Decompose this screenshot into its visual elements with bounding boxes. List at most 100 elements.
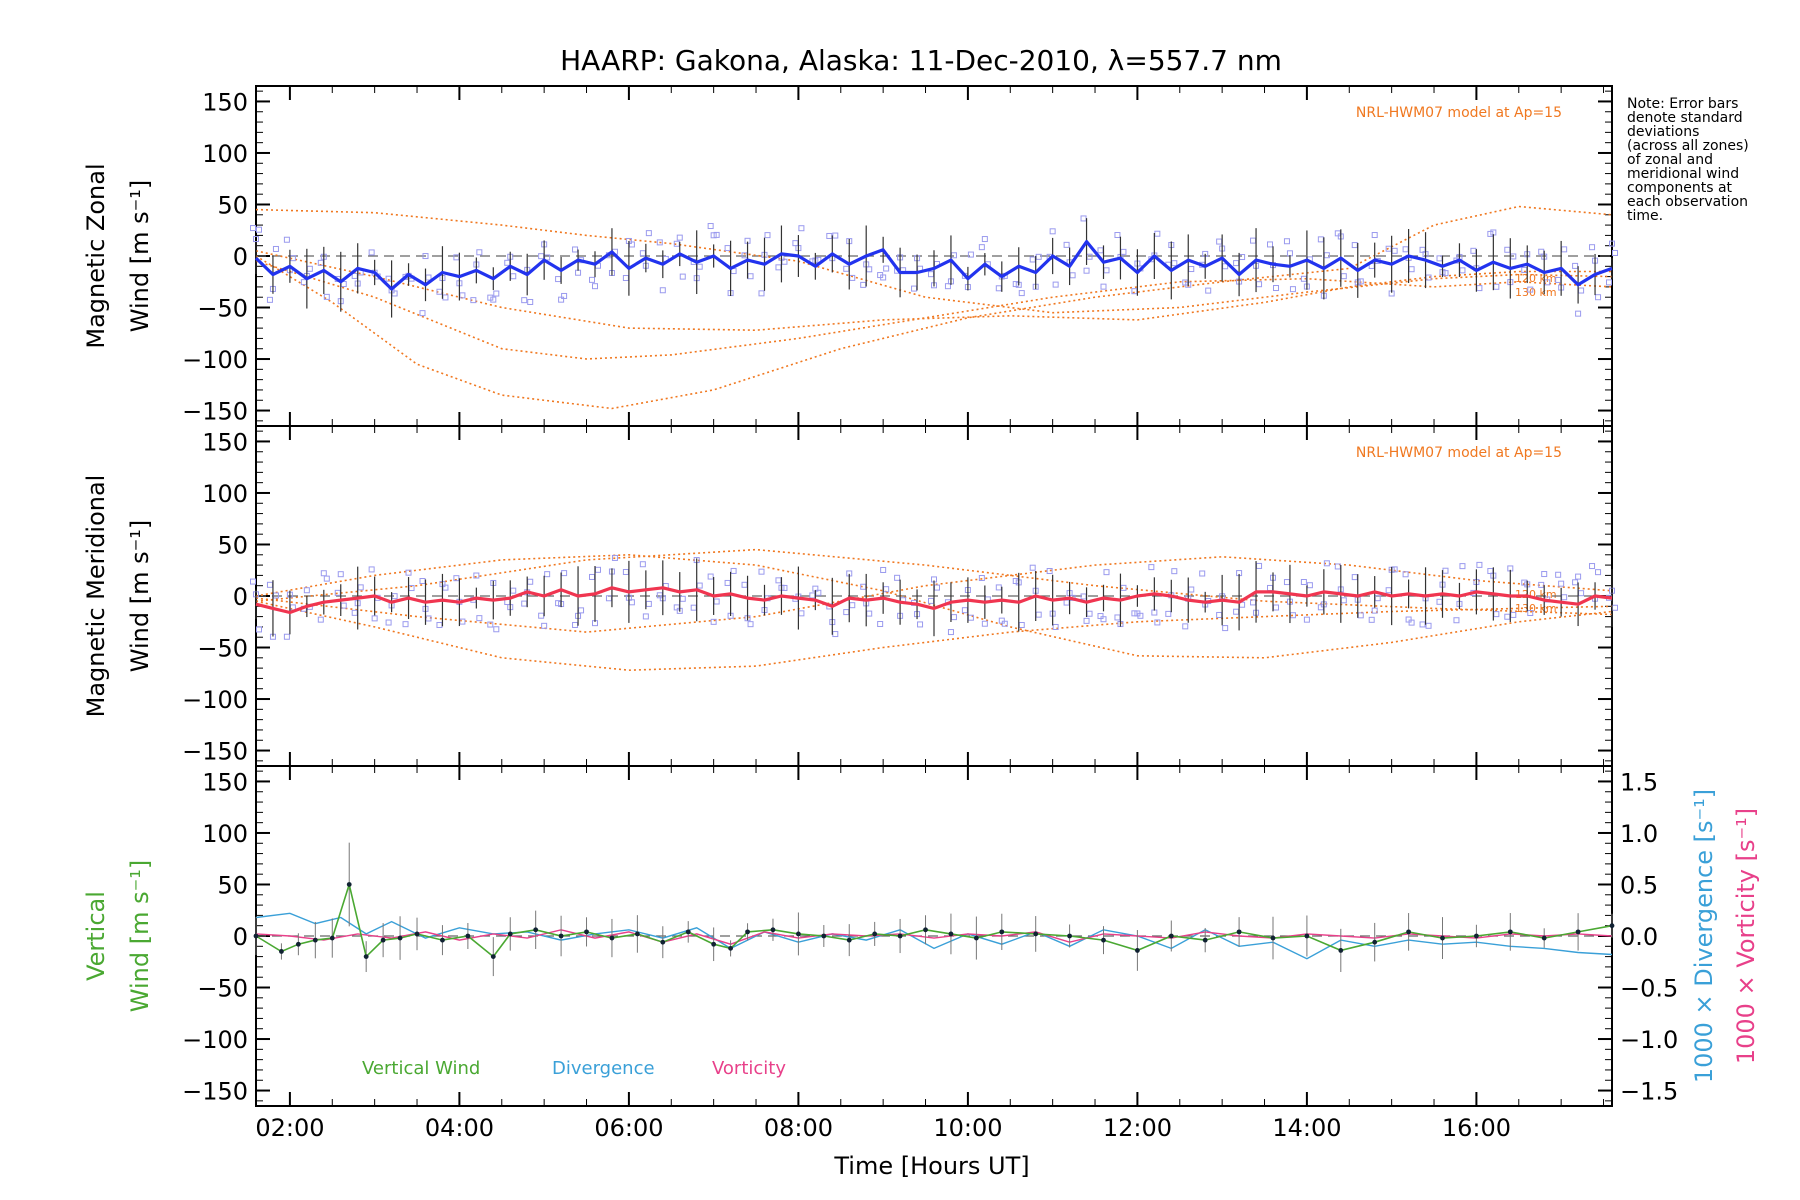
zone-marker [978, 575, 985, 582]
zone-marker [1114, 614, 1121, 621]
zone-marker [1436, 598, 1443, 605]
zone-marker [1476, 561, 1483, 568]
vertical-point [1168, 933, 1174, 939]
zone-marker [860, 281, 867, 288]
zone-marker [1286, 250, 1293, 257]
zone-marker [1188, 266, 1195, 273]
zone-marker [642, 613, 649, 620]
zone-marker [676, 234, 683, 241]
vertical-series-line [255, 881, 1613, 959]
zone-marker [741, 581, 748, 588]
zone-marker [981, 620, 988, 627]
zone-marker [1558, 580, 1565, 587]
vertical-point [973, 935, 979, 941]
zone-marker [1165, 610, 1172, 617]
zone-marker [1609, 240, 1615, 247]
zone-marker [283, 633, 290, 640]
zone-marker [1323, 252, 1330, 259]
vertical-point [1202, 937, 1208, 943]
x-tick-label: 12:00 [1103, 1114, 1172, 1142]
zone-marker [402, 621, 409, 628]
y-tick-label: −50 [197, 975, 248, 1003]
zone-marker [1233, 260, 1240, 267]
zone-marker [1561, 246, 1568, 253]
zone-marker [1317, 236, 1324, 243]
right-y-tick-label: 1.5 [1620, 768, 1658, 796]
right-y-tick-label: 0.5 [1620, 871, 1658, 899]
zone-marker [880, 566, 887, 573]
zone-marker [1029, 564, 1036, 571]
x-tick-label: 16:00 [1442, 1114, 1511, 1142]
vertical-point [1440, 935, 1445, 941]
vertical-point [1406, 929, 1411, 935]
zone-marker [934, 584, 940, 591]
zone-marker [696, 582, 703, 589]
vertical-point [821, 933, 827, 939]
zone-marker [266, 296, 273, 303]
zone-marker [1052, 623, 1059, 630]
vertical-ylabel-line2: Wind [m s⁻¹] [126, 860, 154, 1012]
zone-marker [1035, 253, 1042, 260]
zonal-ylabel-line2: Wind [m s⁻¹] [126, 180, 154, 332]
zone-marker [866, 610, 873, 617]
vertical-point [1101, 937, 1106, 943]
zone-marker [611, 554, 618, 561]
zone-marker [510, 273, 517, 280]
y-tick-label: 150 [202, 88, 248, 116]
zone-marker [775, 577, 782, 584]
zone-marker [1083, 267, 1090, 274]
zone-marker [707, 223, 714, 230]
zone-marker [961, 607, 968, 614]
y-tick-label: −150 [182, 398, 248, 426]
vertical-point [923, 927, 928, 933]
vertical-point [465, 933, 471, 939]
zone-marker [1493, 611, 1500, 618]
zone-marker [1283, 579, 1290, 586]
zone-marker [622, 568, 629, 575]
zone-marker [589, 573, 595, 580]
zone-marker [1273, 604, 1279, 611]
zone-marker [493, 626, 500, 633]
legend-vorticity: Vorticity [712, 1058, 786, 1079]
zone-marker [538, 612, 545, 619]
zone-marker [1148, 564, 1155, 571]
zone-marker [266, 581, 273, 588]
zone-marker [798, 225, 805, 232]
zone-marker [493, 290, 500, 297]
zone-marker [1323, 560, 1330, 567]
model-curve [255, 555, 1613, 633]
zonal-series-line [254, 240, 1613, 291]
zone-marker [809, 592, 816, 599]
note-line: of zonal and [1627, 152, 1713, 168]
zone-marker [510, 587, 517, 594]
zone-marker [425, 274, 432, 281]
zone-marker [1171, 260, 1178, 267]
zone-marker [561, 292, 568, 299]
zone-marker [541, 622, 548, 629]
zone-marker [656, 239, 663, 246]
divergence-ylabel: 1000 × Divergence [s⁻¹] [1690, 789, 1718, 1083]
zone-marker [1385, 587, 1392, 594]
x-tick-label: 06:00 [594, 1114, 663, 1142]
zone-marker [1289, 286, 1296, 293]
zone-marker [1080, 215, 1087, 222]
zone-marker [1589, 244, 1596, 251]
zone-marker [422, 253, 429, 260]
zone-marker [917, 621, 924, 628]
vertical-point [1541, 935, 1547, 941]
meridional-ylabel-line2: Wind [m s⁻¹] [126, 520, 154, 672]
zone-marker [351, 609, 358, 616]
zone-marker [575, 269, 582, 276]
zone-marker [1154, 619, 1161, 626]
vertical-point [329, 935, 335, 941]
zone-marker [419, 578, 426, 585]
meridional-ylabel-line1: Magnetic Meridional [82, 475, 110, 718]
zone-marker [911, 285, 918, 292]
zone-marker [538, 253, 545, 260]
zone-marker [1538, 581, 1545, 588]
zone-marker [1402, 571, 1409, 578]
meridional-series-line [255, 586, 1613, 615]
zone-marker [877, 621, 884, 628]
zone-marker [1199, 570, 1206, 577]
zone-marker [696, 263, 703, 270]
